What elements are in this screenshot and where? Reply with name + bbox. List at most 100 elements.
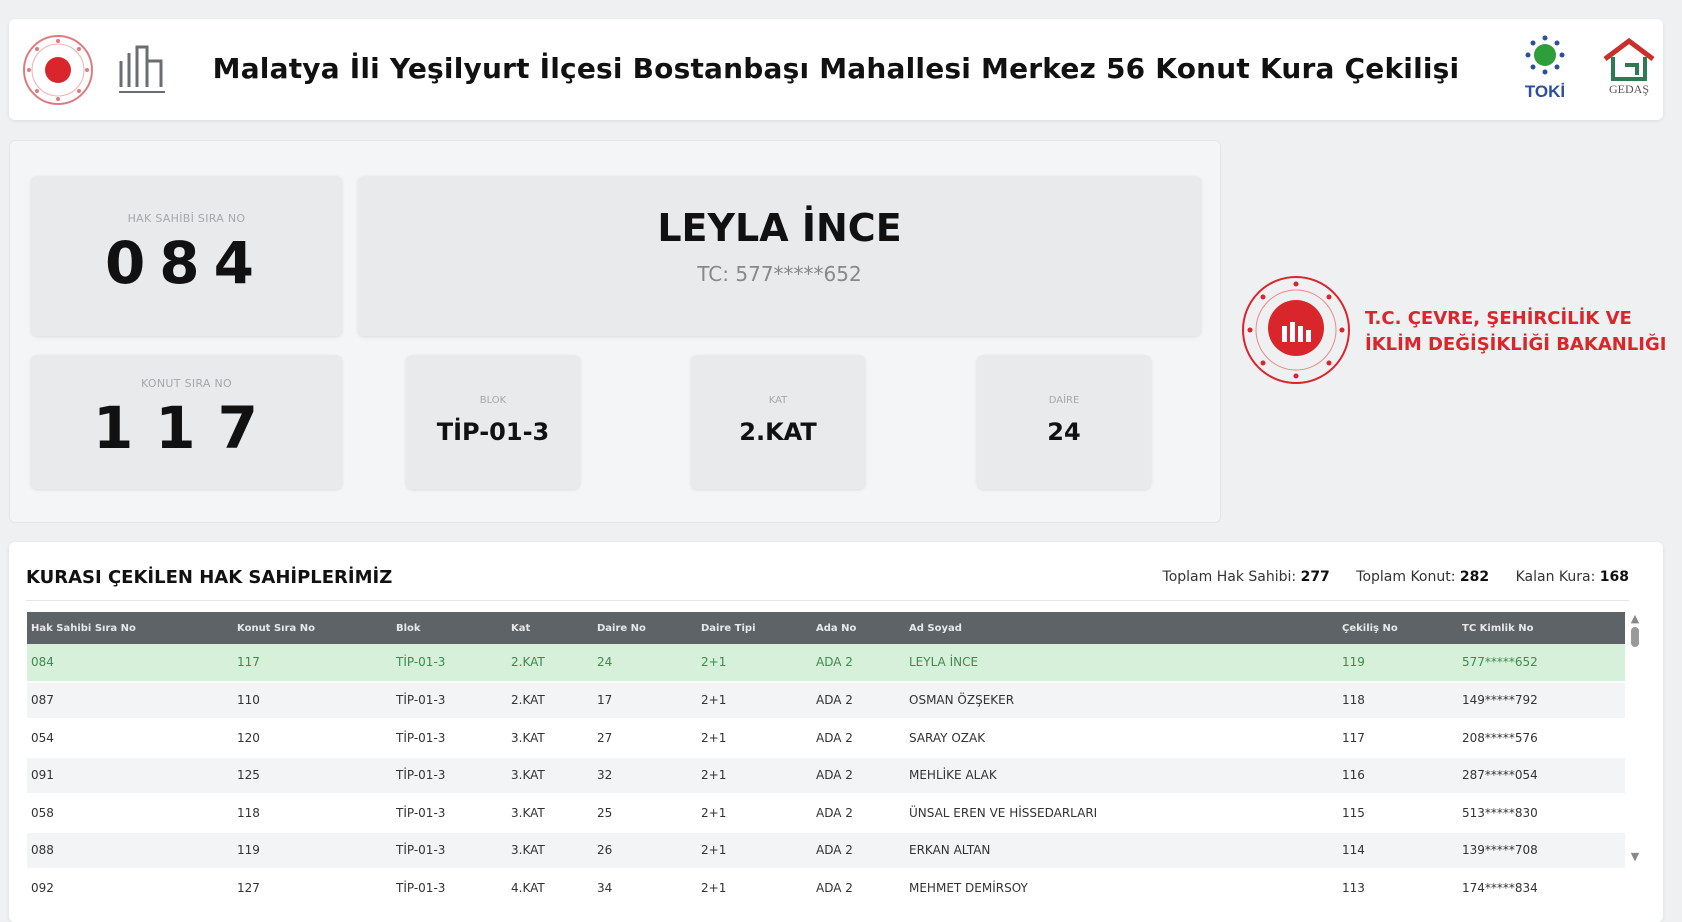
svg-text:GEDAŞ: GEDAŞ xyxy=(1609,82,1649,96)
table-cell: MEHLİKE ALAK xyxy=(905,756,1338,795)
column-header[interactable]: Ada No xyxy=(812,612,905,644)
column-header[interactable]: Hak Sahibi Sıra No xyxy=(27,612,233,644)
table-cell: 125 xyxy=(233,756,392,795)
table-cell: 118 xyxy=(233,794,392,833)
table-cell: 26 xyxy=(593,831,697,870)
column-header[interactable]: Blok xyxy=(392,612,507,644)
column-header[interactable]: TC Kimlik No xyxy=(1458,612,1625,644)
column-header[interactable]: Daire No xyxy=(593,612,697,644)
table-row[interactable]: 054 120 TİP-01-3 3.KAT 27 2+1 ADA 2 SARAY OZAK 1… xyxy=(27,719,1625,758)
total-housing-label: Toplam Konut: xyxy=(1356,569,1456,585)
table-cell: 25 xyxy=(593,794,697,833)
scroll-up-icon[interactable]: ▲ xyxy=(1630,612,1640,625)
konut-number: 117 xyxy=(92,394,281,462)
table-row[interactable]: 088 119 TİP-01-3 3.KAT 26 2+1 ADA 2 ERKAN ALTAN… xyxy=(27,831,1625,870)
column-header[interactable]: Kat xyxy=(507,612,593,644)
blok-value: TİP-01-3 xyxy=(436,418,550,446)
column-header[interactable]: Daire Tipi xyxy=(697,612,812,644)
ministry-name: T.C. ÇEVRE, ŞEHİRCİLİK VE İKLİM DEĞİŞİKL… xyxy=(1365,306,1666,358)
current-draw-panel: HAK SAHİBİ SIRA NO 084 LEYLA İNCE TC: 57… xyxy=(9,140,1221,523)
table-row[interactable]: 058 118 TİP-01-3 3.KAT 25 2+1 ADA 2 ÜNSAL EREN … xyxy=(27,794,1625,833)
scroll-thumb[interactable] xyxy=(1631,627,1639,647)
table-cell: 208*****576 xyxy=(1458,719,1625,758)
table-cell: 2+1 xyxy=(697,756,812,795)
table-cell: 27 xyxy=(593,719,697,758)
table-cell: TİP-01-3 xyxy=(392,644,507,683)
hak-sahibi-number: 084 xyxy=(104,229,269,297)
table-cell: MEHMET DEMİRSOY xyxy=(905,869,1338,908)
hak-sahibi-label: HAK SAHİBİ SIRA NO xyxy=(127,212,246,225)
daire-label: DAİRE xyxy=(1048,395,1080,406)
table-cell: 2+1 xyxy=(697,869,812,908)
toki-logo-icon: TOKİ xyxy=(1525,35,1565,101)
table-cell: 287*****054 xyxy=(1458,756,1625,795)
divider xyxy=(26,600,1629,601)
table-cell: TİP-01-3 xyxy=(392,794,507,833)
table-cell: 2+1 xyxy=(697,794,812,833)
table-cell: ADA 2 xyxy=(812,869,905,908)
stats-bar: Toplam Hak Sahibi: 277 Toplam Konut: 282… xyxy=(1163,569,1629,585)
table-header: Hak Sahibi Sıra No Konut Sıra No Blok Kat Da… xyxy=(27,612,1625,644)
kat-label: KAT xyxy=(768,395,788,406)
table-cell: 116 xyxy=(1338,756,1458,795)
table-scrollbar[interactable]: ▲ ▼ xyxy=(1626,612,1644,912)
table-cell: 3.KAT xyxy=(507,756,593,795)
remaining-label: Kalan Kura: xyxy=(1515,569,1596,585)
table-cell: ERKAN ALTAN xyxy=(905,831,1338,870)
table-row-highlighted[interactable]: 084 117 TİP-01-3 2.KAT 24 2+1 ADA 2 LEYLA İNCE 1… xyxy=(27,644,1625,683)
table-cell: ADA 2 xyxy=(812,644,905,683)
table-cell: 2.KAT xyxy=(507,644,593,683)
blok-card: BLOK TİP-01-3 xyxy=(406,355,580,489)
table-row[interactable]: 092 127 TİP-01-3 4.KAT 34 2+1 ADA 2 MEHMET DEMİ… xyxy=(27,869,1625,908)
column-header[interactable]: Ad Soyad xyxy=(905,612,1338,644)
table-cell: 119 xyxy=(1338,644,1458,683)
scroll-down-icon[interactable]: ▼ xyxy=(1630,850,1640,863)
table-cell: TİP-01-3 xyxy=(392,719,507,758)
table-cell: 114 xyxy=(1338,831,1458,870)
table-cell: LEYLA İNCE xyxy=(905,644,1338,683)
konut-label: KONUT SIRA NO xyxy=(141,377,232,390)
winner-name: LEYLA İNCE xyxy=(657,206,902,250)
table-cell: ADA 2 xyxy=(812,794,905,833)
table-cell: 2+1 xyxy=(697,644,812,683)
table-cell: 120 xyxy=(233,719,392,758)
table-cell: 2+1 xyxy=(697,719,812,758)
table-cell: ADA 2 xyxy=(812,719,905,758)
table-cell: TİP-01-3 xyxy=(392,756,507,795)
header-bar: Malatya İli Yeşilyurt İlçesi Bostanbaşı … xyxy=(9,19,1663,120)
table-cell: 054 xyxy=(27,719,233,758)
column-header[interactable]: Çekiliş No xyxy=(1338,612,1458,644)
table-cell: 091 xyxy=(27,756,233,795)
table-cell: 092 xyxy=(27,869,233,908)
table-cell: 3.KAT xyxy=(507,794,593,833)
table-cell: TİP-01-3 xyxy=(392,831,507,870)
ministry-line2: İKLİM DEĞİŞİKLİĞİ BAKANLIĞI xyxy=(1365,334,1667,355)
daire-value: 24 xyxy=(1047,418,1081,446)
table-row[interactable]: 087 110 TİP-01-3 2.KAT 17 2+1 ADA 2 OSMAN ÖZŞEK… xyxy=(27,681,1625,720)
daire-card: DAİRE 24 xyxy=(977,355,1151,489)
table-cell: 058 xyxy=(27,794,233,833)
kat-card: KAT 2.KAT xyxy=(691,355,865,489)
table-cell: 149*****792 xyxy=(1458,681,1625,720)
drawn-list-panel: KURASI ÇEKİLEN HAK SAHİPLERİMİZ Toplam H… xyxy=(9,542,1663,922)
ministry-logo-icon xyxy=(1242,276,1350,384)
kat-value: 2.KAT xyxy=(739,418,817,446)
winner-name-card: LEYLA İNCE TC: 577*****652 xyxy=(358,176,1201,336)
table-cell: 2+1 xyxy=(697,681,812,720)
table-cell: 3.KAT xyxy=(507,831,593,870)
table-cell: 127 xyxy=(233,869,392,908)
ministry-line1: T.C. ÇEVRE, ŞEHİRCİLİK VE xyxy=(1365,308,1632,329)
column-header[interactable]: Konut Sıra No xyxy=(233,612,392,644)
table-cell: 117 xyxy=(233,644,392,683)
table-cell: 115 xyxy=(1338,794,1458,833)
table-cell: 4.KAT xyxy=(507,869,593,908)
hak-sahibi-card: HAK SAHİBİ SIRA NO 084 xyxy=(31,176,342,336)
table-cell: 087 xyxy=(27,681,233,720)
table-row[interactable]: 091 125 TİP-01-3 3.KAT 32 2+1 ADA 2 MEHLİKE ALA… xyxy=(27,756,1625,795)
total-housing-value: 282 xyxy=(1459,569,1490,585)
table-cell: 24 xyxy=(593,644,697,683)
table-cell: OSMAN ÖZŞEKER xyxy=(905,681,1338,720)
table-cell: TİP-01-3 xyxy=(392,681,507,720)
table-cell: 117 xyxy=(1338,719,1458,758)
table-cell: 3.KAT xyxy=(507,719,593,758)
